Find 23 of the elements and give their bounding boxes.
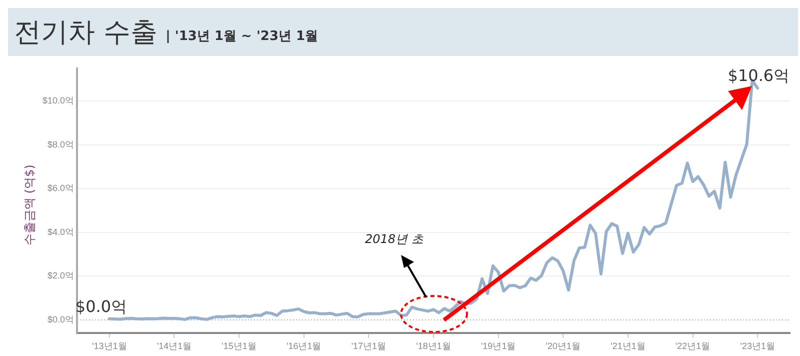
y-tick-label: $6.0억: [47, 183, 74, 194]
x-tick-label: '16년1월: [286, 340, 322, 351]
y-tick-label: $4.0억: [47, 226, 74, 237]
x-tick-label: '17년1월: [351, 340, 386, 351]
y-tick-label: $2.0억: [47, 270, 74, 281]
y-tick-label: $8.0억: [47, 139, 74, 150]
x-tick-label: '21년1월: [610, 340, 646, 351]
y-axis-title: 수출금액 (억$): [22, 164, 38, 246]
x-tick-label: '15년1월: [222, 340, 256, 351]
x-tick-label: '14년1월: [156, 340, 192, 351]
annotation: 2018년 초: [365, 231, 424, 248]
y-tick-label: $10.0억: [42, 96, 74, 106]
y-tick-label: $0.0억: [47, 314, 74, 324]
x-tick-label: '20년1월: [546, 340, 581, 351]
x-tick-label: '18년1월: [416, 340, 451, 351]
x-tick-label: '19년1월: [480, 340, 516, 351]
x-tick-label: '13년1월: [92, 340, 127, 351]
chart-title: 전기차 수출: [14, 16, 158, 50]
x-tick-label: '22년1월: [675, 340, 710, 351]
annotation: $10.6억: [728, 66, 790, 86]
chart-subtitle: | '13년 1월 ~ '23년 1월: [166, 28, 318, 45]
annotation: $0.0억: [75, 296, 128, 316]
x-tick-label: '23년1월: [740, 340, 775, 351]
